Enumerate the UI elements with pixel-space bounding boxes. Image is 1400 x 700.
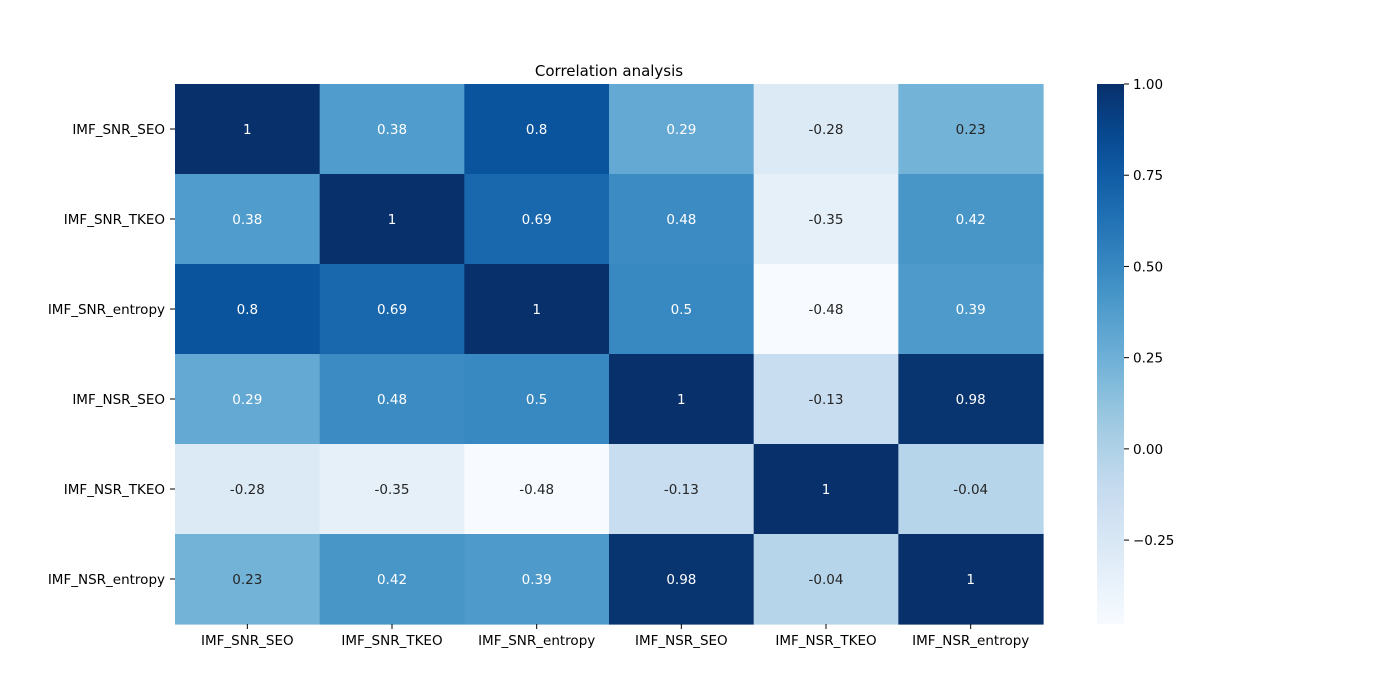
heatmap-cell <box>464 174 610 265</box>
heatmap-cell <box>175 534 321 625</box>
heatmap-cell-label: 0.69 <box>522 212 552 228</box>
heatmap-cell <box>609 264 755 355</box>
heatmap-cell-label: -0.04 <box>953 482 988 498</box>
heatmap-cell-label: 0.98 <box>666 572 696 588</box>
heatmap-cells <box>175 84 1044 625</box>
heatmap-cell <box>753 84 899 175</box>
heatmap-cell <box>898 354 1044 445</box>
heatmap-cell-label: 0.42 <box>956 212 986 228</box>
heatmap-cell <box>319 444 465 535</box>
heatmap-cell <box>609 534 755 625</box>
heatmap-cell-label: 0.5 <box>671 302 692 318</box>
heatmap-cell-label: 0.39 <box>956 302 986 318</box>
y-tick-label: IMF_NSR_SEO <box>72 392 165 408</box>
heatmap-cell-label: 1 <box>822 482 831 498</box>
heatmap-cell-label: 0.23 <box>956 122 986 138</box>
heatmap-cell <box>319 174 465 265</box>
heatmap-cell-label: 0.8 <box>237 302 258 318</box>
heatmap-cell-label: -0.04 <box>809 572 844 588</box>
heatmap-cell-label: -0.13 <box>809 392 844 408</box>
y-tick-label: IMF_NSR_TKEO <box>64 482 165 498</box>
heatmap-cell-label: 1 <box>677 392 686 408</box>
heatmap-cell <box>609 174 755 265</box>
x-tick-label: IMF_NSR_entropy <box>912 633 1029 649</box>
heatmap-cell <box>175 444 321 535</box>
heatmap-cell-labels: 1 0.38 0.8 0.29 -0.28 0.23 0.38 1 0.69 0.48 -0.35 0… <box>230 122 988 588</box>
x-axis: IMF_SNR_SEO IMF_SNR_TKEO IMF_SNR_entropy IM… <box>201 624 1029 649</box>
colorbar-tick-label: 0.75 <box>1133 168 1163 184</box>
x-tick-label: IMF_SNR_TKEO <box>341 633 442 649</box>
y-tick-label: IMF_SNR_entropy <box>48 302 165 318</box>
heatmap-cell-label: 0.39 <box>522 572 552 588</box>
heatmap-cell-label: 0.29 <box>666 122 696 138</box>
heatmap-cell <box>898 84 1044 175</box>
heatmap-cell <box>464 534 610 625</box>
heatmap-cell-label: 0.38 <box>377 122 407 138</box>
heatmap-cell-label: 1 <box>388 212 397 228</box>
heatmap-cell <box>464 84 610 175</box>
heatmap-cell <box>319 534 465 625</box>
heatmap-cell <box>175 264 321 355</box>
heatmap-cell <box>753 534 899 625</box>
heatmap-cell <box>898 174 1044 265</box>
heatmap-cell <box>753 444 899 535</box>
colorbar-tick-label: −0.25 <box>1133 533 1174 549</box>
heatmap-cell <box>753 264 899 355</box>
heatmap-cell-label: 0.69 <box>377 302 407 318</box>
heatmap-cell <box>898 444 1044 535</box>
heatmap-cell <box>319 264 465 355</box>
heatmap-cell <box>898 534 1044 625</box>
y-tick-label: IMF_SNR_SEO <box>72 122 165 138</box>
heatmap-cell <box>753 354 899 445</box>
heatmap-cell-label: 1 <box>966 572 975 588</box>
heatmap-cell <box>753 174 899 265</box>
heatmap-cell <box>609 354 755 445</box>
heatmap-cell-label: 0.98 <box>956 392 986 408</box>
colorbar: 1.00 0.75 0.50 0.25 0.00 −0.25 <box>1097 77 1174 624</box>
x-tick-label: IMF_NSR_TKEO <box>775 633 876 649</box>
heatmap-cell-label: 0.5 <box>526 392 547 408</box>
heatmap-cell <box>609 444 755 535</box>
heatmap-cell-label: 0.8 <box>526 122 547 138</box>
heatmap-cell-label: 0.42 <box>377 572 407 588</box>
heatmap-cell-label: -0.48 <box>519 482 554 498</box>
colorbar-tick-label: 0.50 <box>1133 259 1163 275</box>
y-axis: IMF_SNR_SEO IMF_SNR_TKEO IMF_SNR_entropy IM… <box>48 122 175 588</box>
colorbar-tick-label: 0.00 <box>1133 442 1163 458</box>
heatmap-cell-label: -0.28 <box>809 122 844 138</box>
y-tick-label: IMF_NSR_entropy <box>48 572 165 588</box>
heatmap-cell <box>175 84 321 175</box>
heatmap-cell <box>464 354 610 445</box>
colorbar-tick-label: 1.00 <box>1133 77 1163 93</box>
heatmap-cell <box>464 264 610 355</box>
heatmap-cell <box>175 174 321 265</box>
chart-title: Correlation analysis <box>535 62 683 80</box>
heatmap-cell <box>319 84 465 175</box>
x-tick-label: IMF_NSR_SEO <box>635 633 728 649</box>
heatmap-cell-label: -0.48 <box>809 302 844 318</box>
heatmap-cell <box>609 84 755 175</box>
heatmap-cell-label: 0.38 <box>232 212 262 228</box>
heatmap-cell-label: -0.35 <box>809 212 844 228</box>
heatmap-cell-label: 1 <box>532 302 541 318</box>
heatmap-cell-label: -0.13 <box>664 482 699 498</box>
heatmap-cell <box>175 354 321 445</box>
heatmap-cell <box>464 444 610 535</box>
x-tick-label: IMF_SNR_SEO <box>201 633 294 649</box>
heatmap-cell-label: -0.35 <box>375 482 410 498</box>
heatmap-cell-label: 0.23 <box>232 572 262 588</box>
heatmap-cell-label: 0.48 <box>377 392 407 408</box>
heatmap-cell-label: -0.28 <box>230 482 265 498</box>
heatmap-cell-label: 0.29 <box>232 392 262 408</box>
y-tick-label: IMF_SNR_TKEO <box>64 212 165 228</box>
heatmap-cell <box>319 354 465 445</box>
heatmap-cell <box>898 264 1044 355</box>
heatmap-cell-label: 1 <box>243 122 252 138</box>
heatmap-cell-label: 0.48 <box>666 212 696 228</box>
x-tick-label: IMF_SNR_entropy <box>478 633 595 649</box>
colorbar-tick-label: 0.25 <box>1133 351 1163 367</box>
colorbar-gradient <box>1097 84 1124 624</box>
